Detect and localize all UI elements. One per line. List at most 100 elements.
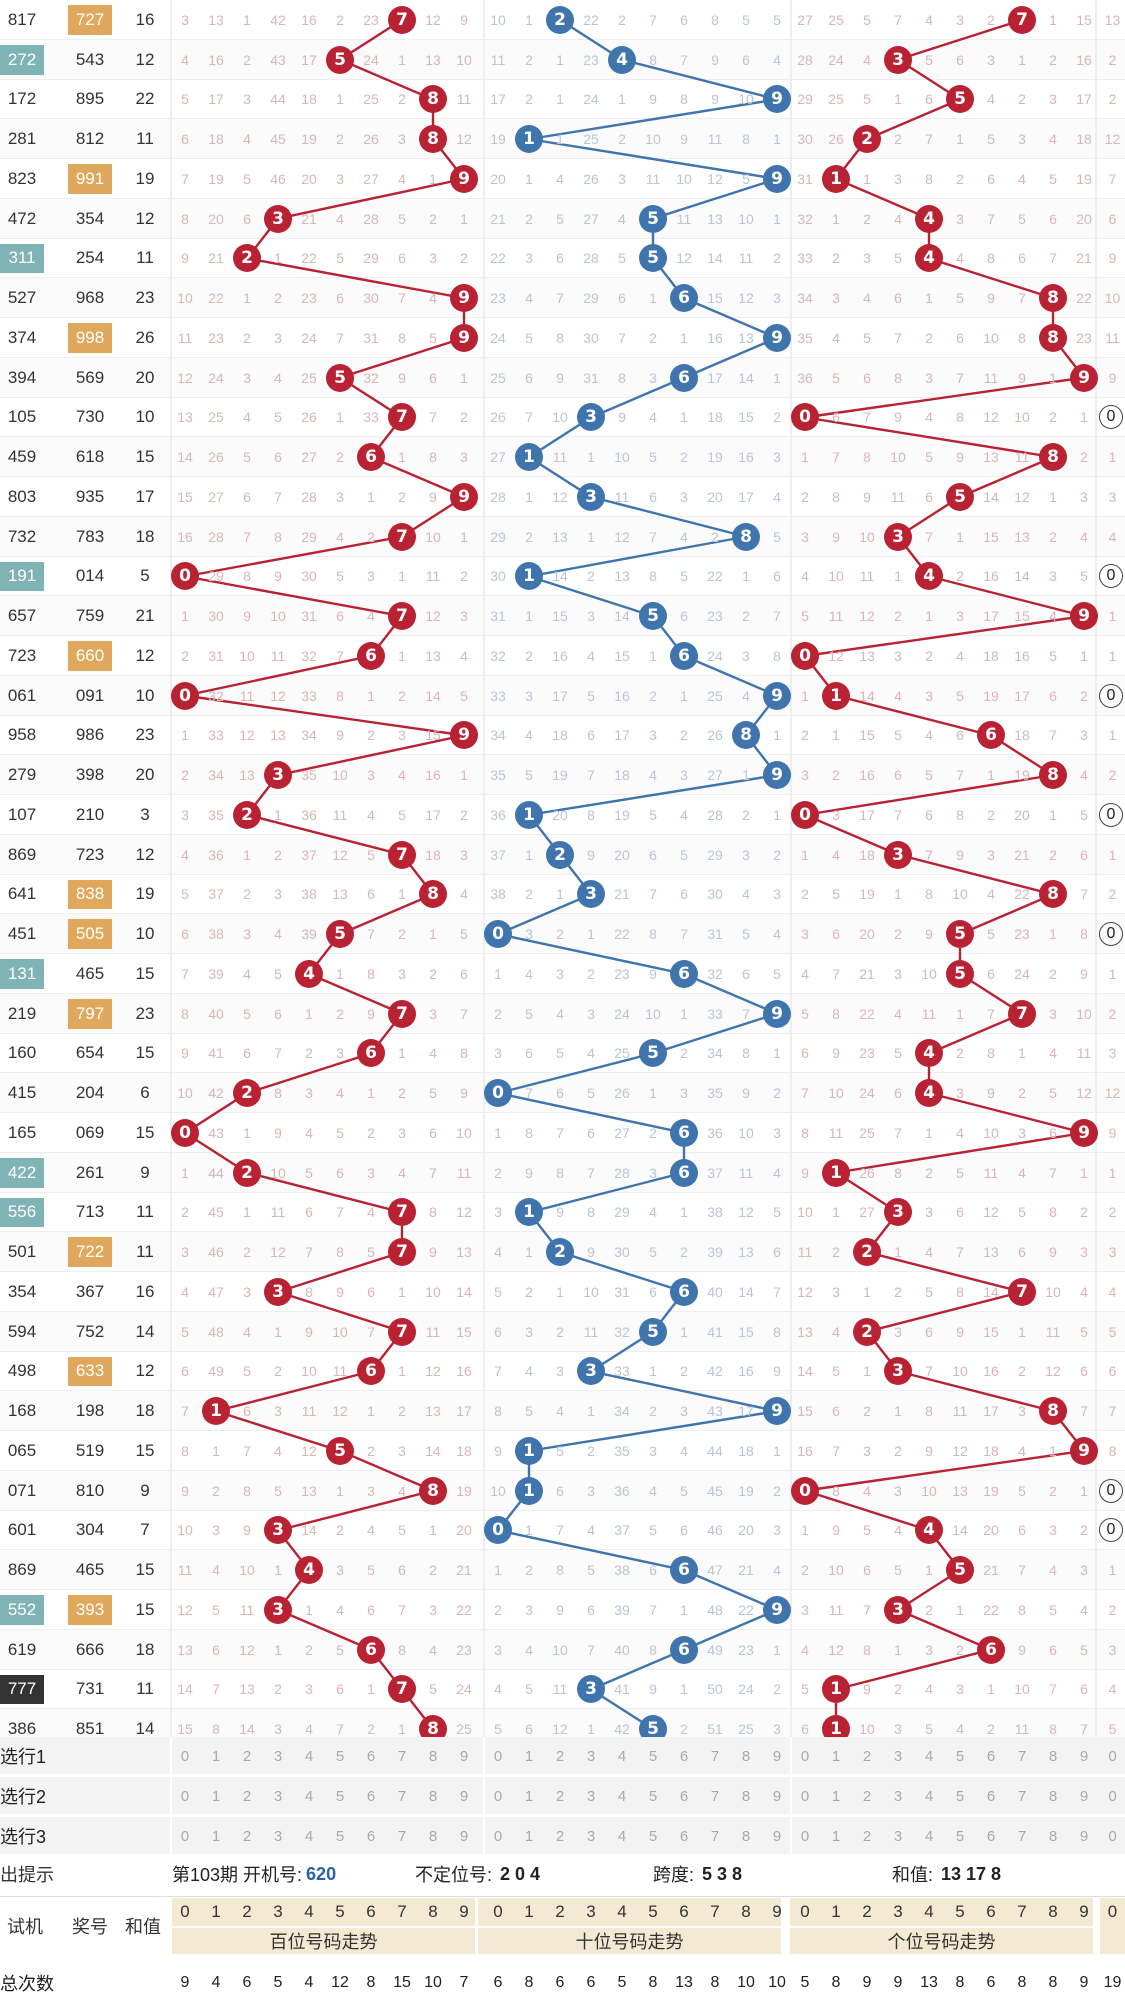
select-digit[interactable]: 1 [211, 1747, 221, 1765]
select-digit[interactable]: 1 [211, 1827, 221, 1845]
select-digit[interactable]: 0 [1108, 1747, 1117, 1765]
select-digit[interactable]: 9 [1079, 1747, 1089, 1765]
select-digit[interactable]: 5 [335, 1747, 345, 1765]
select-digit[interactable]: 8 [741, 1787, 751, 1805]
select-digit[interactable]: 8 [428, 1787, 438, 1805]
select-digit[interactable]: 4 [924, 1787, 934, 1805]
select-digit[interactable]: 5 [335, 1827, 345, 1845]
select-digit[interactable]: 7 [397, 1827, 407, 1845]
select-digit[interactable]: 9 [772, 1787, 782, 1805]
select-digit[interactable]: 3 [586, 1827, 596, 1845]
select-digit[interactable]: 9 [772, 1747, 782, 1765]
select-digit[interactable]: 2 [862, 1827, 872, 1845]
select-digit[interactable]: 1 [524, 1747, 534, 1765]
select-digit[interactable]: 9 [1079, 1787, 1089, 1805]
select-digit[interactable]: 8 [1048, 1827, 1058, 1845]
select-digit[interactable]: 6 [366, 1787, 376, 1805]
select-digit[interactable]: 3 [273, 1787, 283, 1805]
select-digit[interactable]: 4 [617, 1827, 627, 1845]
select-digit[interactable]: 0 [800, 1747, 810, 1765]
header-prize: 奖号 [72, 1917, 108, 1937]
select-digit[interactable]: 2 [242, 1747, 252, 1765]
select-digit[interactable]: 1 [524, 1827, 534, 1845]
select-digit[interactable]: 7 [1017, 1787, 1027, 1805]
select-digit[interactable]: 2 [862, 1787, 872, 1805]
select-digit[interactable]: 5 [648, 1747, 658, 1765]
select-digit[interactable]: 4 [924, 1827, 934, 1845]
select-digit[interactable]: 6 [986, 1827, 996, 1845]
select-digit[interactable]: 7 [1017, 1827, 1027, 1845]
select-digit[interactable]: 0 [180, 1827, 190, 1845]
select-digit[interactable]: 1 [831, 1747, 841, 1765]
select-digit[interactable]: 5 [955, 1787, 965, 1805]
select-digit[interactable]: 7 [710, 1827, 720, 1845]
select-digit[interactable]: 0 [800, 1787, 810, 1805]
select-digit[interactable]: 0 [1108, 1787, 1117, 1805]
select-digit[interactable]: 1 [211, 1787, 221, 1805]
missing-count: 13 [332, 886, 348, 903]
select-digit[interactable]: 3 [273, 1827, 283, 1845]
select-digit[interactable]: 3 [273, 1747, 283, 1765]
select-digit[interactable]: 5 [648, 1787, 658, 1805]
select-digit[interactable]: 7 [710, 1787, 720, 1805]
select-digit[interactable]: 5 [955, 1827, 965, 1845]
select-digit[interactable]: 8 [1048, 1747, 1058, 1765]
select-digit[interactable]: 2 [862, 1747, 872, 1765]
total-count: 13 [675, 1974, 693, 1991]
select-digit[interactable]: 3 [893, 1747, 903, 1765]
select-digit[interactable]: 3 [893, 1827, 903, 1845]
select-digit[interactable]: 7 [397, 1747, 407, 1765]
select-digit[interactable]: 0 [493, 1787, 503, 1805]
select-digit[interactable]: 9 [1079, 1827, 1089, 1845]
select-digit[interactable]: 0 [1108, 1827, 1117, 1845]
select-digit[interactable]: 2 [555, 1827, 565, 1845]
select-digit[interactable]: 8 [741, 1747, 751, 1765]
select-digit[interactable]: 9 [459, 1787, 469, 1805]
select-digit[interactable]: 2 [242, 1827, 252, 1845]
select-digit[interactable]: 9 [459, 1747, 469, 1765]
select-digit[interactable]: 6 [366, 1827, 376, 1845]
select-digit[interactable]: 8 [428, 1827, 438, 1845]
select-digit[interactable]: 3 [586, 1747, 596, 1765]
missing-count: 41 [707, 1323, 723, 1340]
select-digit[interactable]: 8 [428, 1747, 438, 1765]
select-digit[interactable]: 1 [831, 1827, 841, 1845]
select-digit[interactable]: 6 [986, 1747, 996, 1765]
select-digit[interactable]: 6 [366, 1747, 376, 1765]
select-digit[interactable]: 9 [459, 1827, 469, 1845]
select-digit[interactable]: 0 [493, 1827, 503, 1845]
select-digit[interactable]: 6 [679, 1747, 689, 1765]
select-digit[interactable]: 4 [617, 1787, 627, 1805]
select-digit[interactable]: 2 [242, 1787, 252, 1805]
select-digit[interactable]: 4 [304, 1747, 314, 1765]
select-digit[interactable]: 3 [893, 1787, 903, 1805]
select-digit[interactable]: 8 [1048, 1787, 1058, 1805]
select-digit[interactable]: 5 [648, 1827, 658, 1845]
select-digit[interactable]: 4 [304, 1787, 314, 1805]
select-digit[interactable]: 7 [397, 1787, 407, 1805]
select-row-label[interactable]: 选行2 [0, 1787, 47, 1807]
select-digit[interactable]: 2 [555, 1787, 565, 1805]
select-digit[interactable]: 0 [180, 1747, 190, 1765]
select-digit[interactable]: 4 [617, 1747, 627, 1765]
select-digit[interactable]: 7 [1017, 1747, 1027, 1765]
select-digit[interactable]: 0 [180, 1787, 190, 1805]
select-digit[interactable]: 9 [772, 1827, 782, 1845]
select-digit[interactable]: 6 [679, 1827, 689, 1845]
select-digit[interactable]: 4 [304, 1827, 314, 1845]
select-digit[interactable]: 6 [679, 1787, 689, 1805]
select-digit[interactable]: 0 [493, 1747, 503, 1765]
select-digit[interactable]: 8 [741, 1827, 751, 1845]
select-digit[interactable]: 3 [586, 1787, 596, 1805]
select-row-label[interactable]: 选行3 [0, 1827, 47, 1847]
select-digit[interactable]: 1 [524, 1787, 534, 1805]
select-digit[interactable]: 1 [831, 1787, 841, 1805]
select-digit[interactable]: 5 [335, 1787, 345, 1805]
select-digit[interactable]: 0 [800, 1827, 810, 1845]
select-row-label[interactable]: 选行1 [0, 1747, 47, 1767]
select-digit[interactable]: 4 [924, 1747, 934, 1765]
select-digit[interactable]: 7 [710, 1747, 720, 1765]
select-digit[interactable]: 2 [555, 1747, 565, 1765]
select-digit[interactable]: 5 [955, 1747, 965, 1765]
select-digit[interactable]: 6 [986, 1787, 996, 1805]
